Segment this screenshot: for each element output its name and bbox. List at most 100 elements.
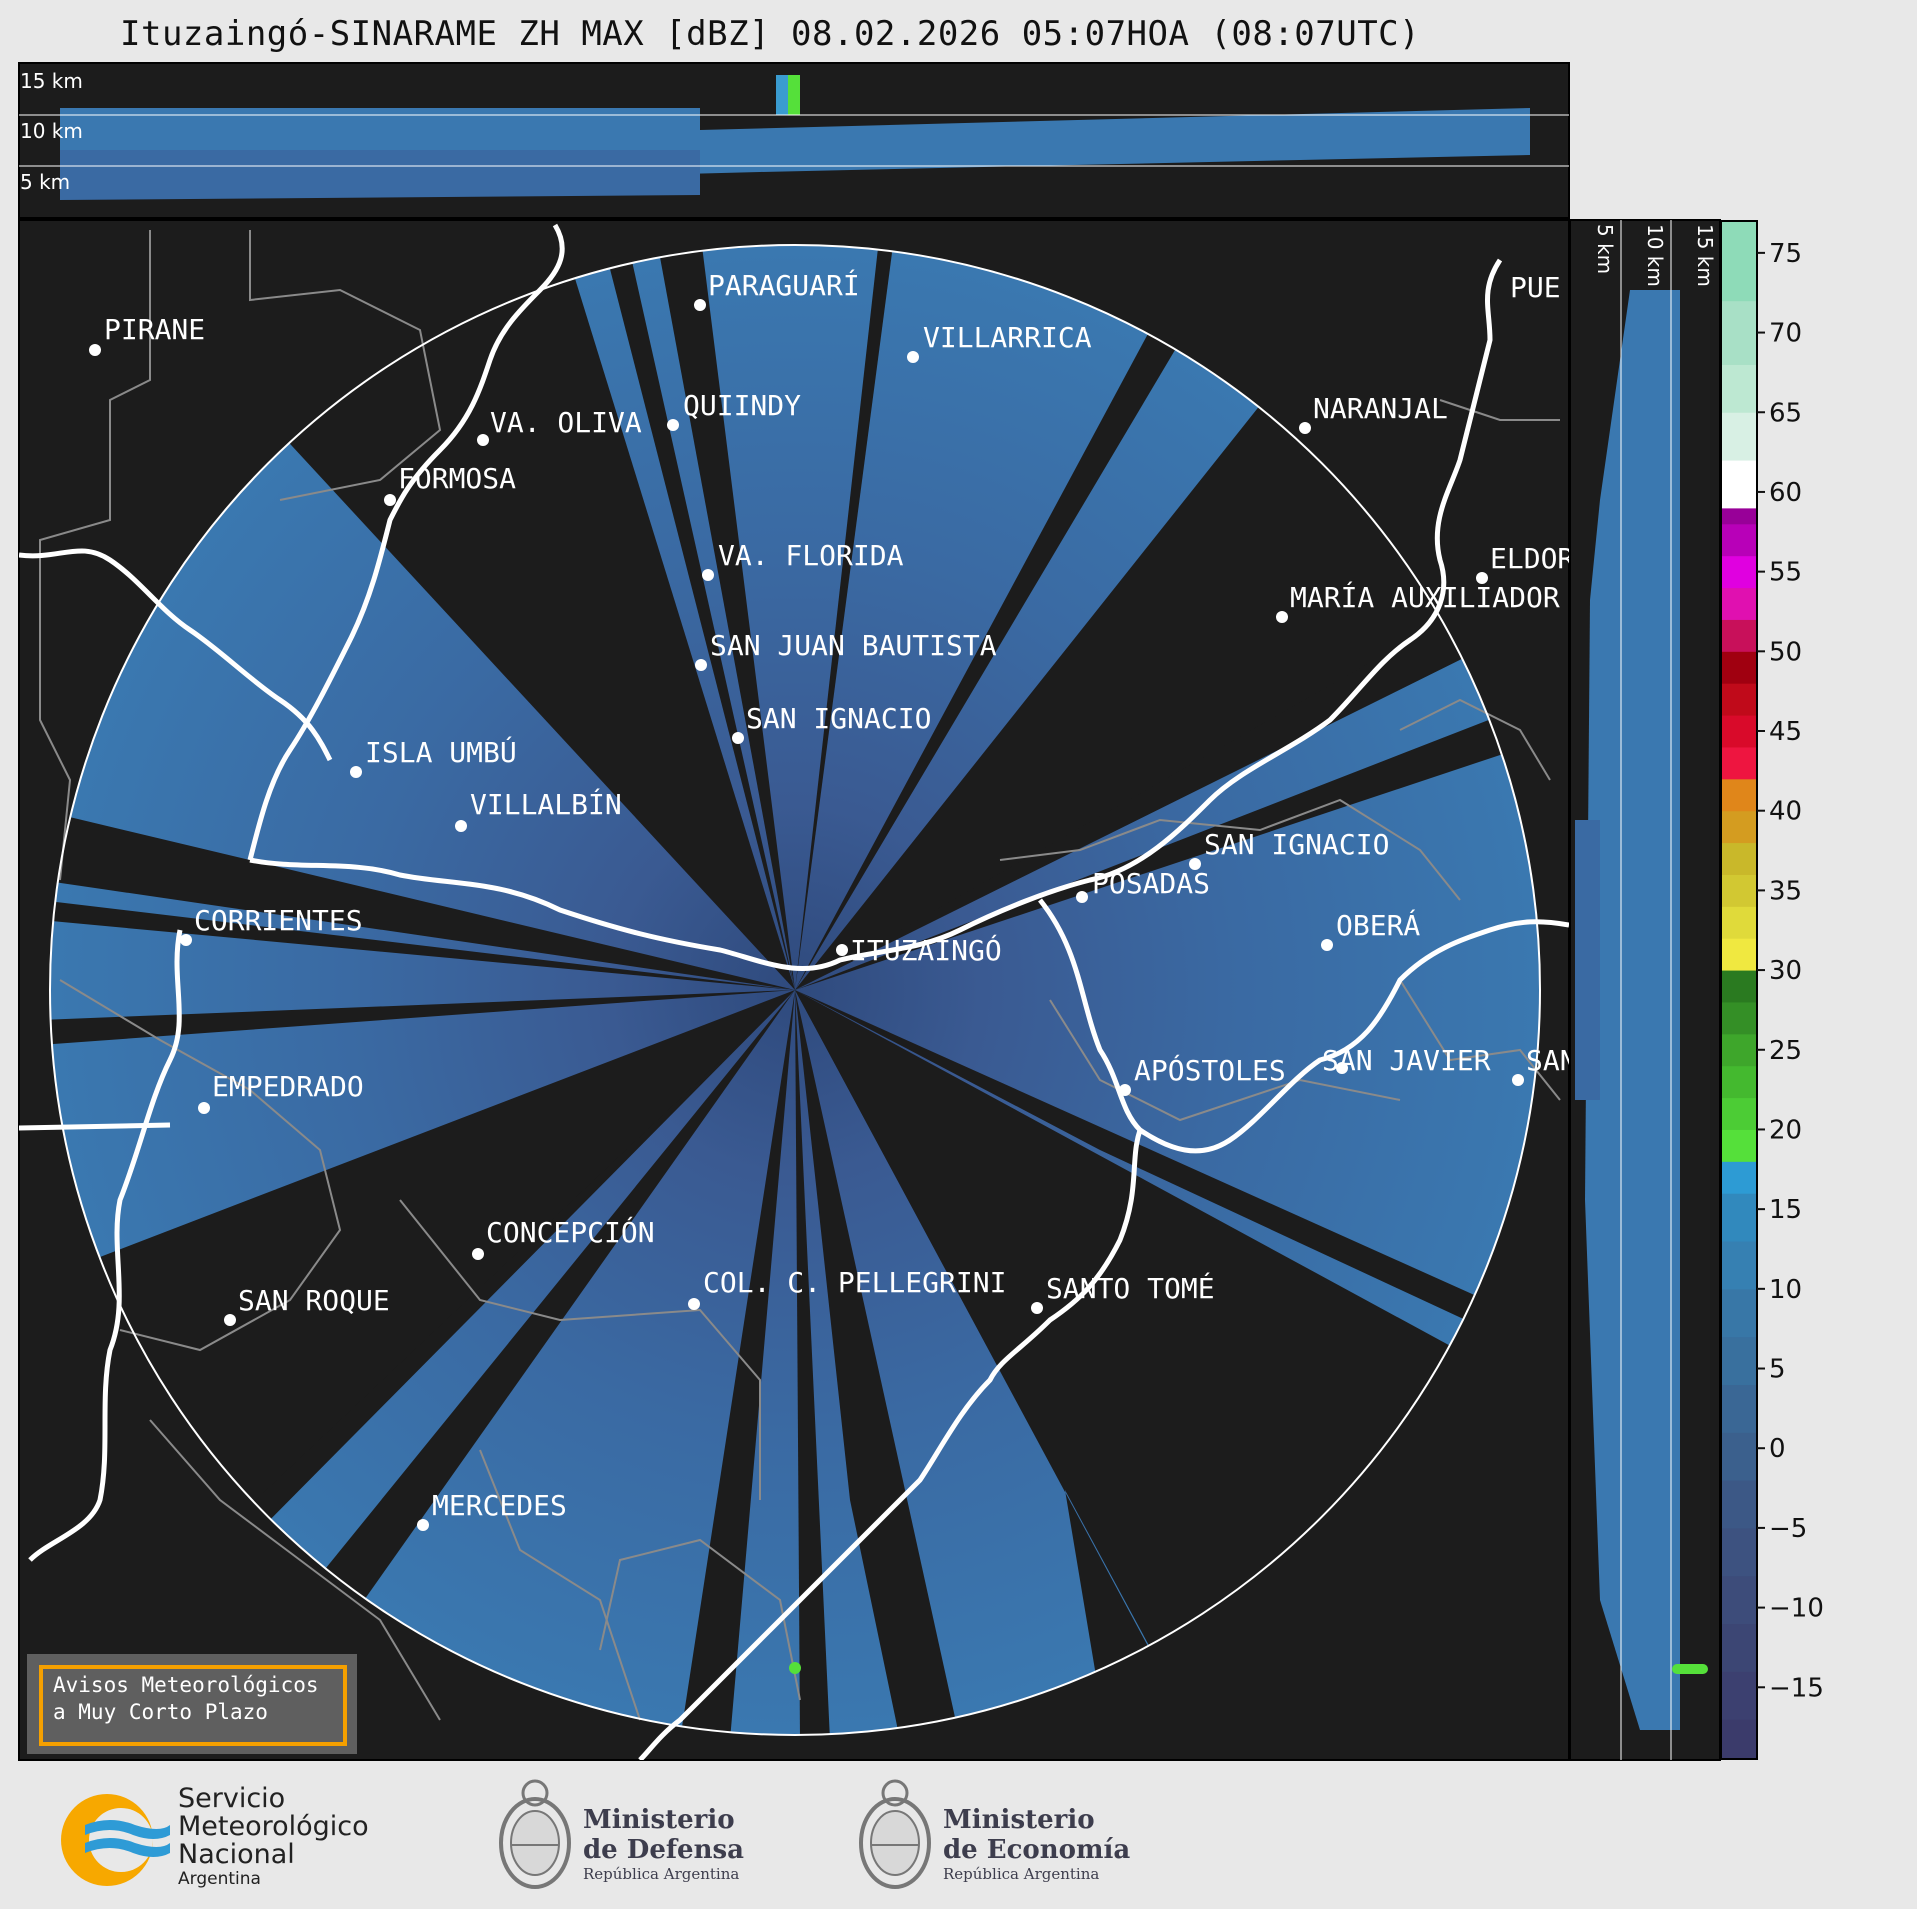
city-label-san-ignacio-py: SAN IGNACIO — [746, 702, 931, 735]
city-label-ituzaingo: ITUZAINGÓ — [850, 933, 1002, 967]
colorbar-band — [1721, 778, 1757, 812]
colorbar-band — [1721, 1336, 1757, 1385]
colorbar-band — [1721, 1432, 1757, 1481]
colorbar-band — [1721, 715, 1757, 748]
city-markers — [89, 299, 1524, 1531]
colorbar-tick-label: 20 — [1769, 1115, 1802, 1145]
colorbar-band — [1721, 1001, 1757, 1035]
side-alt-15-label: 15 km — [1693, 224, 1717, 287]
warning-line-1: Avisos Meteorológicos — [53, 1673, 319, 1697]
colorbar-tick-label: −5 — [1769, 1514, 1807, 1544]
city-label-posadas: POSADAS — [1092, 867, 1210, 900]
colorbar-band — [1721, 1719, 1757, 1760]
colorbar-band — [1721, 507, 1757, 525]
smn-line-4: Argentina — [178, 1869, 261, 1889]
colorbar-band — [1721, 221, 1757, 302]
city-label-san-ignacio-ar: SAN IGNACIO — [1204, 828, 1389, 861]
city-label-villalbin: VILLALBÍN — [470, 787, 622, 821]
colorbar-tick-label: 30 — [1769, 956, 1802, 986]
colorbar-tick-label: 0 — [1769, 1434, 1786, 1464]
colorbar-tick-label: 35 — [1769, 876, 1802, 906]
colorbar-band — [1721, 842, 1757, 875]
colorbar-tick-label: 25 — [1769, 1036, 1802, 1066]
city-label-villarrica: VILLARRICA — [923, 321, 1092, 354]
city-label-naranjal: NARANJAL — [1313, 392, 1448, 425]
colorbar-band — [1721, 874, 1757, 907]
colorbar-band — [1721, 1097, 1757, 1130]
colorbar-tick-label: 75 — [1769, 239, 1802, 269]
colorbar-band — [1721, 1527, 1757, 1577]
top-alt-15-label: 15 km — [20, 69, 83, 93]
argentina-seal-icon — [499, 1779, 571, 1889]
colorbar-band — [1721, 1671, 1757, 1720]
city-label-col-c-pellegrini: COL. C. PELLEGRINI — [703, 1266, 1006, 1299]
colorbar-band — [1721, 412, 1757, 461]
city-label-san-roque: SAN ROQUE — [238, 1284, 390, 1317]
city-label-va-oliva: VA. OLIVA — [490, 406, 642, 439]
colorbar-band — [1721, 1033, 1757, 1067]
colorbar-tick-label: 15 — [1769, 1195, 1802, 1225]
argentina-seal-icon — [859, 1779, 931, 1889]
colorbar-band — [1721, 906, 1757, 939]
city-label-eldor: ELDOR — [1490, 542, 1574, 575]
top-alt-10-label: 10 km — [20, 119, 83, 143]
city-labels: PARAGUARÍ PIRANE VILLARRICA QUIINDY VA. … — [104, 268, 1574, 1522]
colorbar-tick-label: 55 — [1769, 558, 1802, 588]
colorbar-band — [1721, 1065, 1757, 1099]
colorbar-band — [1721, 970, 1757, 1003]
city-label-formosa: FORMOSA — [398, 462, 516, 495]
side-cross-section-panel: 5 km 10 km 15 km — [1569, 219, 1721, 1761]
top-alt-5-label: 5 km — [20, 170, 70, 194]
defensa-line-2: de Defensa — [583, 1835, 744, 1865]
colorbar-band — [1721, 364, 1757, 413]
smn-line-2: Meteorológico — [178, 1811, 369, 1842]
economia-line-2: de Economía — [943, 1835, 1131, 1865]
colorbar-band — [1721, 938, 1757, 971]
colorbar-tick-label: −15 — [1769, 1673, 1824, 1703]
province-borders — [39, 230, 1561, 1721]
colorbar-band — [1721, 1193, 1757, 1242]
reflectivity-echo — [50, 245, 1540, 1735]
smn-line-3: Nacional — [178, 1839, 295, 1870]
city-label-concepcion: CONCEPCIÓN — [486, 1215, 655, 1249]
warning-line-2: a Muy Corto Plazo — [53, 1700, 268, 1724]
colorbar-tick-label: 50 — [1769, 637, 1802, 667]
colorbar-band — [1721, 300, 1757, 365]
warning-box[interactable]: Avisos Meteorológicos a Muy Corto Plazo — [27, 1654, 357, 1754]
economia-line-3: República Argentina — [943, 1865, 1100, 1883]
economia-line-1: Ministerio — [943, 1805, 1095, 1835]
defensa-line-3: República Argentina — [583, 1865, 740, 1883]
colorbar-tick-label: −10 — [1769, 1594, 1824, 1624]
side-alt-5-label: 5 km — [1593, 224, 1617, 274]
colorbar-tick-label: 5 — [1769, 1355, 1786, 1385]
city-label-paraguari: PARAGUARÍ — [708, 268, 860, 302]
smn-line-1: Servicio — [178, 1783, 286, 1814]
colorbar-band — [1721, 460, 1757, 509]
colorbar-band — [1721, 746, 1757, 780]
radar-map: PARAGUARÍ PIRANE VILLARRICA QUIINDY VA. … — [18, 219, 1574, 1761]
city-label-pue: PUE — [1510, 271, 1561, 304]
colorbar-band — [1721, 1480, 1757, 1529]
colorbar-band — [1721, 1129, 1757, 1162]
city-label-maria-auxiliadora: MARÍA AUXILIADOR — [1290, 580, 1560, 614]
city-label-isla-umbu: ISLA UMBÚ — [365, 735, 517, 769]
city-label-pirane: PIRANE — [104, 313, 205, 346]
colorbar-tick-label: 65 — [1769, 398, 1802, 428]
colorbar-band — [1721, 523, 1757, 557]
city-label-san-javier: SAN JAVIER — [1322, 1044, 1491, 1077]
city-label-santo-tome: SANTO TOMÉ — [1046, 1271, 1215, 1305]
chart-title: Ituzaingó-SINARAME ZH MAX [dBZ] 08.02.20… — [120, 14, 1421, 54]
colorbar-band — [1721, 651, 1757, 684]
colorbar-band — [1721, 1288, 1757, 1338]
city-label-va-florida: VA. FLORIDA — [718, 539, 904, 572]
colorbar-band — [1721, 619, 1757, 652]
colorbar-band — [1721, 683, 1757, 716]
city-label-mercedes: MERCEDES — [432, 1489, 567, 1522]
colorbar-bands — [1721, 221, 1757, 1760]
side-alt-10-label: 10 km — [1643, 224, 1667, 287]
city-label-obera: OBERÁ — [1336, 908, 1420, 942]
colorbar-band — [1721, 1241, 1757, 1290]
radar-range-ring — [49, 244, 1541, 1736]
